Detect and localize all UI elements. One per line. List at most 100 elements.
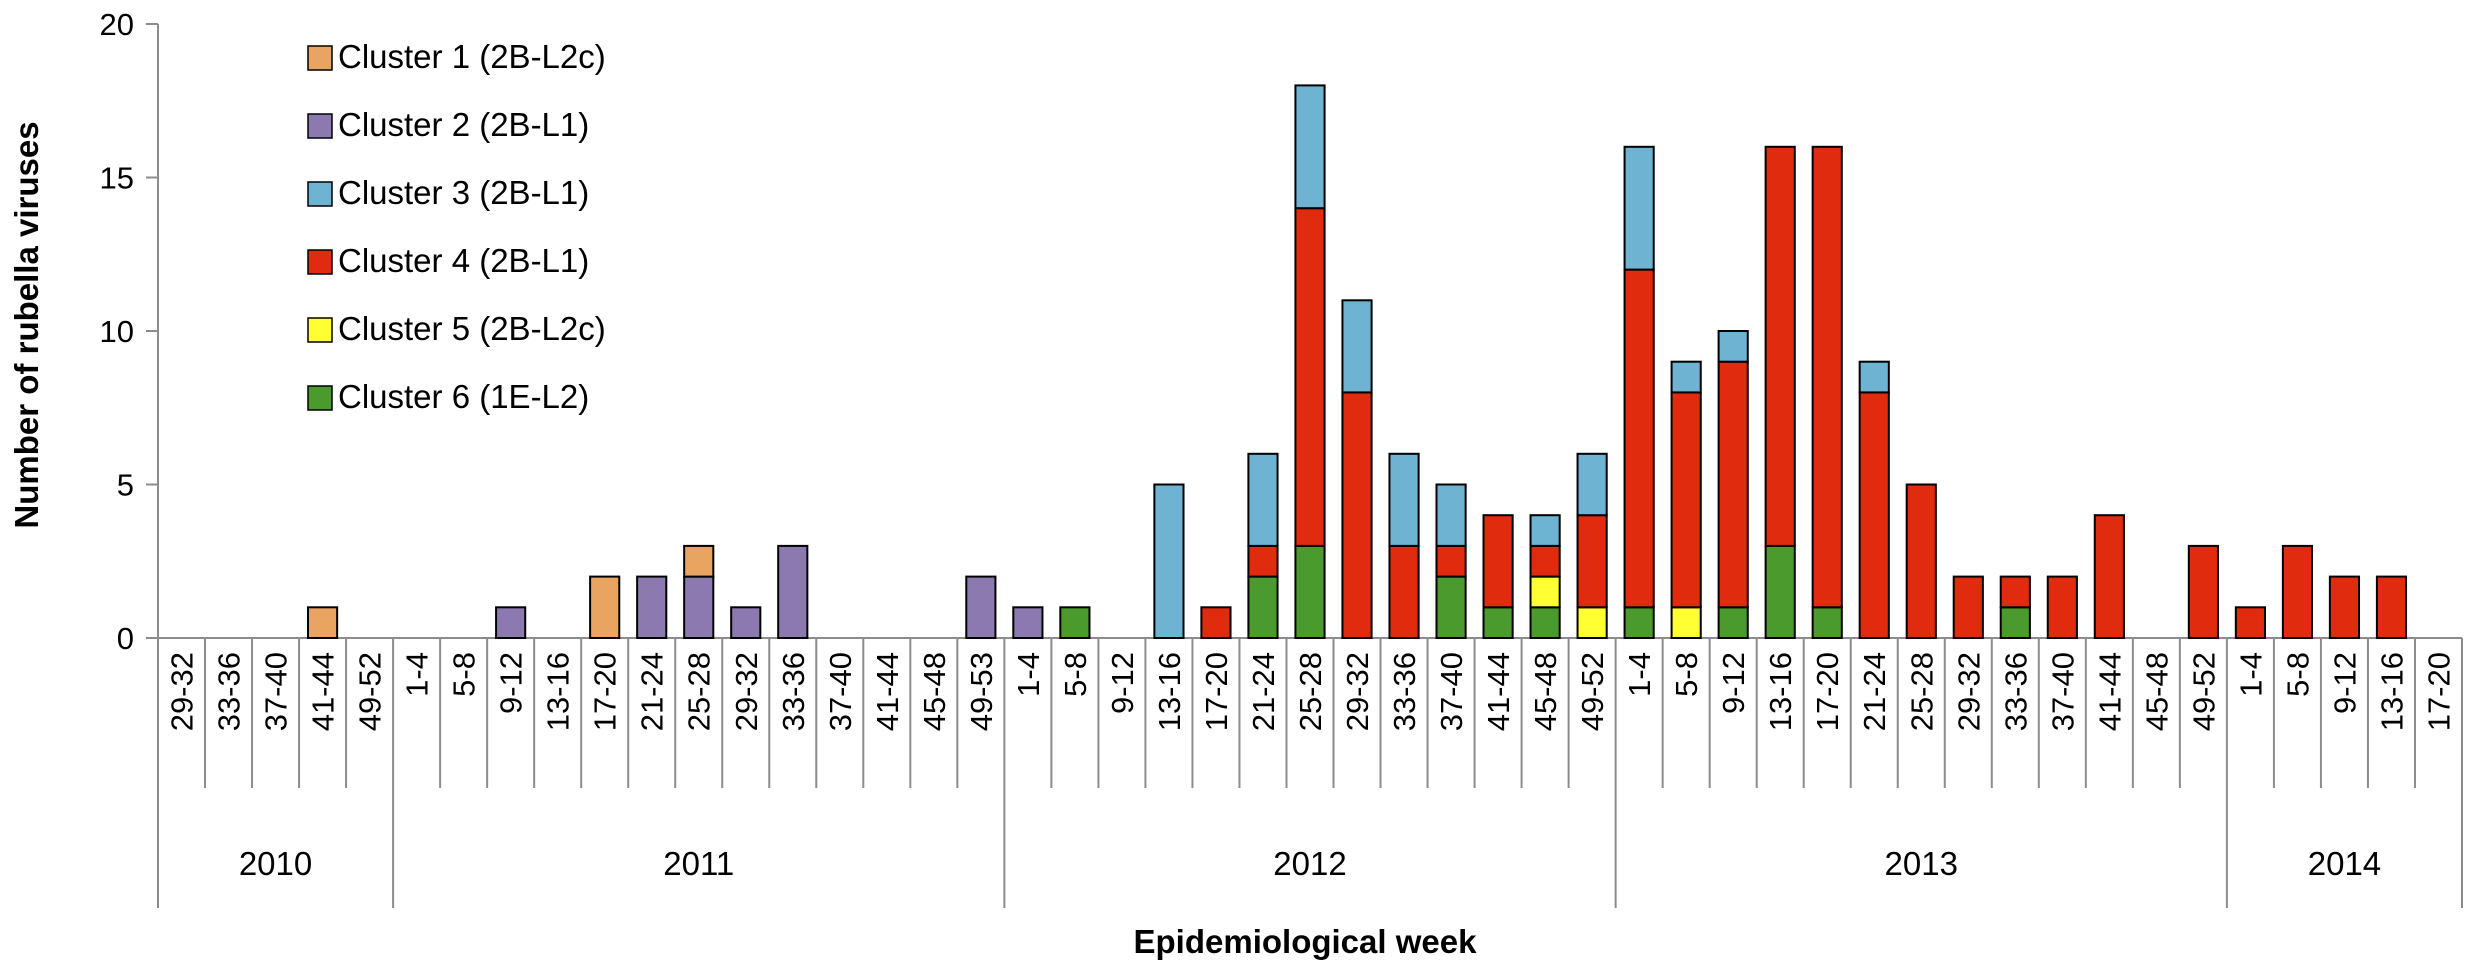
bar-segment — [1388, 452, 1420, 547]
y-tick-label: 15 — [100, 161, 134, 196]
x-tick-label: 5-8 — [1669, 652, 1704, 697]
x-tick-label: 37-40 — [2045, 652, 2080, 731]
bar-segment — [1294, 207, 1326, 547]
x-tick-label: 49-53 — [964, 652, 999, 731]
bar-segment — [2375, 575, 2408, 639]
y-tick-label: 20 — [100, 7, 134, 42]
bar-segment — [1529, 514, 1561, 547]
bar-segment — [2234, 606, 2266, 639]
legend-label: Cluster 3 (2B-L1) — [338, 174, 589, 211]
x-tick-label: 25-28 — [1293, 652, 1328, 731]
bar-segment — [589, 575, 621, 639]
x-tick-label: 1-4 — [400, 652, 435, 697]
bar-segment — [777, 544, 809, 640]
x-tick-label: 37-40 — [823, 652, 858, 731]
x-tick-label: 13-16 — [2374, 652, 2409, 731]
x-tick-label: 1-4 — [1622, 652, 1657, 697]
bar-segment — [1999, 575, 2031, 609]
x-tick-label: 25-28 — [682, 652, 717, 731]
x-tick-label: 37-40 — [1434, 652, 1469, 731]
x-tick-label: 41-44 — [306, 652, 341, 731]
x-tick-label: 5-8 — [1058, 652, 1093, 697]
bar-segment — [965, 575, 997, 639]
bar-segment — [1576, 606, 1608, 639]
x-tick-label: 9-12 — [2327, 652, 2362, 714]
bar-segment — [1294, 84, 1326, 210]
bar-layer — [306, 84, 2408, 640]
x-tick-label: 49-52 — [353, 652, 388, 731]
x-tick-label: 41-44 — [2092, 652, 2127, 731]
bar-segment — [1529, 575, 1561, 609]
x-tick-label: 13-16 — [1152, 652, 1187, 731]
bar-segment — [1670, 360, 1702, 394]
x-tick-label: 37-40 — [259, 652, 294, 731]
bar-segment — [495, 606, 527, 639]
x-tick-label: 17-20 — [588, 652, 623, 731]
x-tick-label: 33-36 — [212, 652, 247, 731]
bar-segment — [1247, 575, 1279, 639]
bar-segment — [306, 606, 339, 639]
x-tick-label: 21-24 — [1246, 652, 1281, 731]
bar-segment — [636, 575, 668, 639]
year-label: 2011 — [663, 845, 734, 882]
legend-label: Cluster 4 (2B-L1) — [338, 242, 589, 279]
y-tick-label: 0 — [117, 621, 134, 656]
bar-segment — [1059, 606, 1091, 639]
legend-swatch — [307, 317, 333, 343]
x-tick-label: 29-32 — [165, 652, 200, 731]
x-tick-label: 17-20 — [1199, 652, 1234, 731]
bar-segment — [1247, 452, 1279, 547]
x-tick-label: 33-36 — [1387, 652, 1422, 731]
year-label: 2010 — [239, 845, 312, 882]
bar-segment — [1435, 544, 1467, 578]
x-tick-label: 21-24 — [635, 652, 670, 731]
legend-swatch — [307, 113, 333, 139]
bar-segment — [2046, 575, 2078, 639]
x-tick-label: 45-48 — [2139, 652, 2174, 731]
x-tick-label: 9-12 — [1105, 652, 1140, 714]
bar-segment — [2328, 575, 2361, 639]
x-tick-label: 21-24 — [1857, 652, 1892, 731]
x-tick-label: 17-20 — [2421, 652, 2456, 731]
legend-label: Cluster 2 (2B-L1) — [338, 106, 589, 143]
x-tick-label: 33-36 — [1998, 652, 2033, 731]
bar-segment — [1717, 360, 1749, 609]
legend-swatch — [307, 181, 333, 207]
bar-segment — [1435, 483, 1467, 547]
y-tick-label: 10 — [100, 314, 134, 349]
bar-segment — [1482, 514, 1514, 609]
x-tick-label: 49-52 — [2186, 652, 2221, 731]
x-tick-label: 1-4 — [2233, 652, 2268, 697]
x-tick-label: 29-32 — [729, 652, 764, 731]
bar-segment — [1623, 268, 1655, 609]
year-label: 2013 — [1885, 845, 1958, 882]
bar-segment — [1294, 544, 1326, 640]
x-tick-label: 25-28 — [1904, 652, 1939, 731]
legend: Cluster 1 (2B-L2c) Cluster 2 (2B-L1) Clust… — [307, 38, 606, 415]
bar-segment — [2187, 544, 2219, 640]
bar-segment — [1764, 145, 1796, 547]
bar-segment — [1623, 606, 1655, 639]
x-tick-label: 13-16 — [541, 652, 576, 731]
label-layer: 0 5 10 15 20 29-32 33-36 37-40 41-44 49-52 1-4 5-8 9… — [100, 7, 2457, 882]
bar-segment — [1623, 145, 1655, 271]
x-tick-label: 1-4 — [1011, 652, 1046, 697]
bar-segment — [683, 544, 715, 578]
x-tick-label: 29-32 — [1951, 652, 1986, 731]
bar-segment — [1482, 606, 1514, 639]
x-tick-label: 9-12 — [494, 652, 529, 714]
bar-segment — [1858, 391, 1890, 639]
x-tick-label: 17-20 — [1810, 652, 1845, 731]
bar-segment — [1858, 360, 1890, 394]
x-tick-label: 33-36 — [776, 652, 811, 731]
bar-segment — [1341, 391, 1373, 639]
bar-segment — [1529, 606, 1561, 639]
bar-segment — [1670, 606, 1702, 639]
x-tick-label: 49-52 — [1575, 652, 1610, 731]
bar-segment — [2093, 514, 2125, 640]
bar-segment — [1529, 544, 1561, 578]
bar-segment — [1388, 544, 1420, 640]
bar-segment — [683, 575, 715, 639]
x-tick-label: 5-8 — [447, 652, 482, 697]
